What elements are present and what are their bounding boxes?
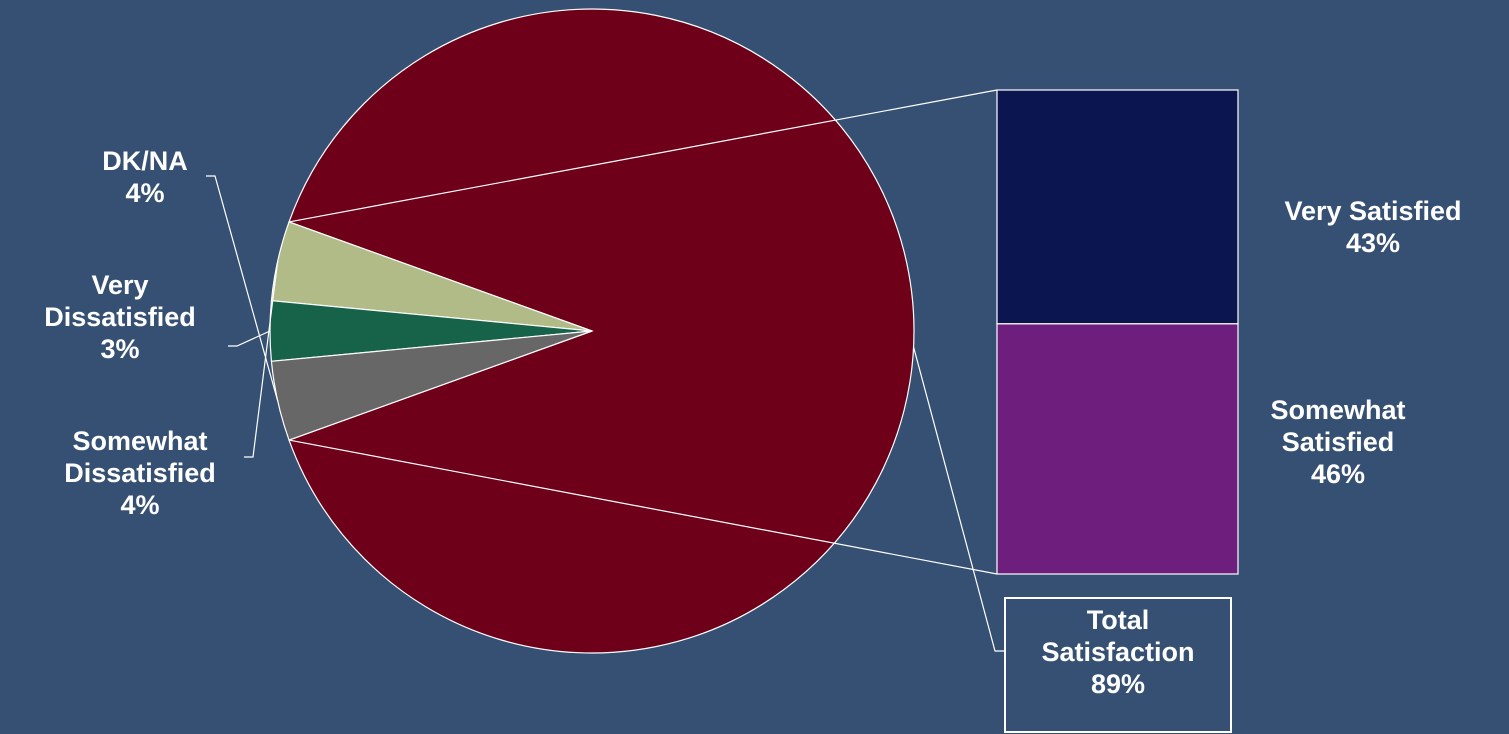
very-satisfied-label: Very Satisfied 43% <box>1238 195 1508 259</box>
somewhat-dissatisfied-label: Somewhat Dissatisfied 4% <box>20 425 260 521</box>
dkna-label-name: DK/NA <box>102 146 188 176</box>
somewhat-satisfied-label: Somewhat Satisfied 46% <box>1238 394 1438 490</box>
somewhat-satisfied-label-pct: 46% <box>1310 459 1366 489</box>
very-dissatisfied-label-line1: Very <box>91 270 149 300</box>
total-satisfaction-label-line1: Total <box>1086 605 1150 635</box>
dkna-label-pct: 4% <box>125 178 165 208</box>
somewhat-dissatisfied-label-line2: Dissatisfied <box>64 458 216 488</box>
somewhat-satisfied-label-line1: Somewhat <box>1270 395 1406 425</box>
leader-very-dissatisfied <box>228 330 271 347</box>
total-satisfaction-label: Total Satisfaction 89% <box>1005 604 1231 700</box>
bar-segment-somewhat-satisfied <box>996 323 1239 575</box>
connector-line-bottom <box>288 439 998 575</box>
very-satisfied-label-pct: 43% <box>1345 228 1401 258</box>
leader-total-satisfaction <box>913 346 1005 652</box>
pie-slice-dk-na <box>270 330 593 441</box>
leader-lines <box>206 175 1005 652</box>
pie-slice-total-satisfaction <box>288 8 915 654</box>
connector-line-top <box>288 89 998 223</box>
connector-lines <box>288 89 1232 733</box>
somewhat-satisfied-label-line2: Satisfied <box>1281 427 1395 457</box>
somewhat-dissatisfied-label-pct: 4% <box>120 490 160 520</box>
total-satisfaction-label-box <box>1004 597 1232 733</box>
very-dissatisfied-label-pct: 3% <box>100 334 140 364</box>
leader-somewhat-dissatisfied <box>244 260 279 458</box>
leader-dkna <box>206 175 279 402</box>
very-satisfied-label-name: Very Satisfied <box>1284 196 1462 226</box>
pie-group <box>269 8 915 654</box>
bar-segment-very-satisfied <box>996 89 1239 325</box>
somewhat-dissatisfied-label-line1: Somewhat <box>72 426 208 456</box>
very-dissatisfied-label: Very Dissatisfied 3% <box>0 269 240 365</box>
total-satisfaction-label-pct: 89% <box>1090 669 1146 699</box>
breakdown-bar-group <box>996 89 1239 575</box>
total-satisfaction-label-line2: Satisfaction <box>1041 637 1195 667</box>
dkna-label: DK/NA 4% <box>60 145 230 209</box>
very-dissatisfied-label-line2: Dissatisfied <box>44 302 196 332</box>
